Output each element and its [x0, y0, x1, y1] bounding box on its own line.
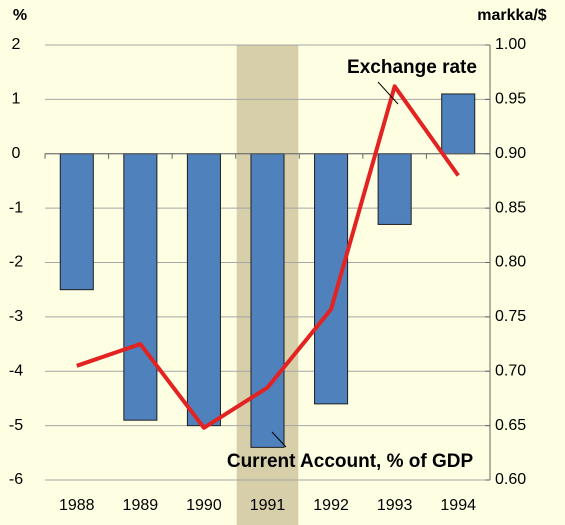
y2-axis-label: markka/$: [477, 7, 546, 24]
y2-tick-label: 0.75: [495, 308, 526, 325]
bar: [123, 153, 158, 421]
annotation: Current Account, % of GDP: [227, 451, 474, 472]
y2-tick-label: 0.80: [495, 254, 526, 271]
y-tick-label: -5: [9, 417, 23, 434]
y2-tick-label: 0.85: [495, 199, 526, 216]
bar: [250, 153, 285, 448]
y-tick-label: 2: [12, 36, 21, 53]
bar: [314, 153, 349, 405]
bar: [59, 153, 94, 291]
y-tick-label: 0: [12, 145, 21, 162]
x-tick-label: 1993: [377, 497, 413, 514]
annotation-leader: [271, 431, 287, 448]
bar: [441, 93, 476, 155]
x-tick-label: 1992: [313, 497, 349, 514]
x-tick-label: 1988: [59, 497, 95, 514]
bar: [186, 153, 221, 427]
y-tick-label: -4: [9, 362, 23, 379]
y-axis-label: %: [13, 7, 27, 24]
x-tick-label: 1991: [250, 497, 286, 514]
y2-tick-label: 1.00: [495, 36, 526, 53]
y2-tick-label: 0.65: [495, 417, 526, 434]
x-tick-label: 1994: [440, 497, 476, 514]
y2-tick-label: 0.95: [495, 91, 526, 108]
y-tick-label: -6: [9, 471, 23, 488]
bar: [377, 153, 412, 225]
y-tick-label: -2: [9, 254, 23, 271]
y2-tick-label: 0.60: [495, 471, 526, 488]
y-tick-label: -1: [9, 199, 23, 216]
x-tick-label: 1990: [186, 497, 222, 514]
y2-tick-label: 0.90: [495, 145, 526, 162]
annotation: Exchange rate: [347, 57, 477, 78]
y-tick-label: 1: [12, 91, 21, 108]
y-tick-label: -3: [9, 308, 23, 325]
x-tick-label: 1989: [123, 497, 159, 514]
line: [76, 84, 460, 430]
y2-tick-label: 0.70: [495, 362, 526, 379]
annotation-leader: [377, 81, 399, 105]
